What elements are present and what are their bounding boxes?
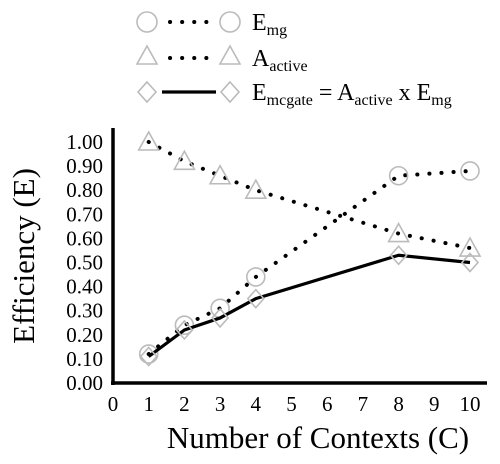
legend-label-aactive: Aactive [252,46,308,75]
data-point-diamond [389,245,408,266]
series-line [146,140,472,251]
y-axis-title: Efficiency (E) [6,168,41,344]
series-circle [138,161,480,364]
data-point-circle [460,161,480,181]
series-layer [137,130,482,367]
data-point-diamond [211,307,230,329]
x-tick-label: 8 [393,392,404,416]
y-tick-label: 1.00 [66,130,103,154]
legend-circle-marker [219,11,241,33]
series-diamond [139,245,480,367]
legend-circle-marker [136,11,158,33]
data-point-circle [388,165,409,186]
y-tick-label: 0.90 [66,154,103,178]
data-point-circle [138,344,159,364]
axes [111,128,487,385]
data-point-diamond [246,288,265,309]
series-triangle [137,130,482,257]
y-tick-labels: 0.000.100.200.300.400.500.600.700.800.90… [66,130,103,395]
data-point-triangle [244,178,268,199]
legend-entry-emcgate: Emcgate = Aactive x Emg [136,80,452,109]
legend-label-emcgate: Emcgate = Aactive x Emg [252,80,452,109]
y-tick-label: 0.00 [66,371,103,395]
data-point-diamond [460,252,480,273]
series-line [147,253,471,358]
legend-diamond-marker [136,80,158,104]
y-tick-label: 0.10 [66,347,103,371]
legend-triangle-marker [135,44,159,65]
y-tick-label: 0.70 [66,202,103,226]
series-line [146,168,472,357]
x-tick-label: 2 [179,392,190,416]
legend-triangle-marker [218,44,242,65]
legend-entry-aactive: Aactive [135,44,308,75]
legend: Emg Aactive Emcgate = Aactive x Emg [135,10,452,109]
x-tick-label: 6 [322,392,333,416]
x-axis-title: Number of Contexts (C) [167,420,469,455]
y-tick-label: 0.60 [66,226,103,250]
data-point-circle [246,267,266,287]
x-tick-label: 7 [358,392,369,416]
y-tick-label: 0.80 [66,178,103,202]
data-point-triangle [208,164,232,185]
x-tick-labels: 0 1 2 3 4 5 6 7 8 9 10 [108,392,481,416]
legend-label-emg: Emg [252,10,287,39]
y-tick-label: 0.20 [66,323,103,347]
x-tick-label: 5 [286,392,297,416]
data-point-circle [174,315,195,335]
y-tick-label: 0.50 [66,251,103,275]
x-tick-label: 1 [143,392,154,416]
x-tick-label: 10 [460,392,481,416]
data-point-triangle [387,221,410,243]
data-point-diamond [175,319,194,341]
x-tick-label: 9 [429,392,440,416]
data-point-diamond [139,346,158,367]
data-point-triangle [173,149,196,171]
x-tick-label: 3 [215,392,226,416]
legend-entry-emg: Emg [136,10,287,39]
y-tick-label: 0.30 [66,299,103,323]
x-tick-label: 0 [108,392,119,416]
x-tick-label: 4 [251,392,262,416]
data-point-triangle [458,236,482,257]
legend-diamond-marker [219,80,241,104]
data-point-triangle [137,130,161,151]
y-tick-label: 0.40 [66,275,103,299]
